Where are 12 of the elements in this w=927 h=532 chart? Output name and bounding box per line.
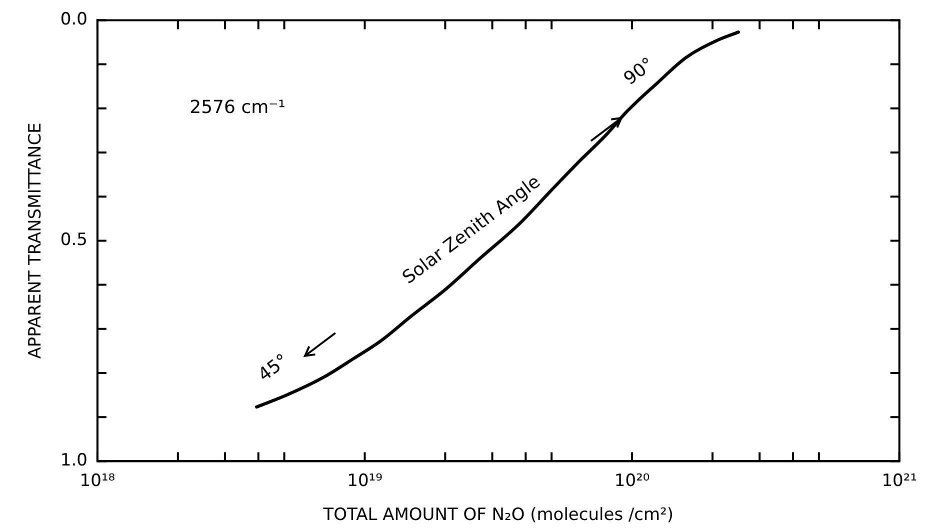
x-tick-label: 10¹⁹ — [347, 470, 383, 491]
y-tick-label: 0.0 — [60, 10, 88, 30]
annotation: 45° — [254, 350, 292, 386]
y-tick-label: 1.0 — [60, 450, 88, 471]
y-tick-label: 0.5 — [60, 230, 88, 250]
y-axis-title: APPARENT TRANSMITTANCE — [26, 122, 46, 359]
x-tick-label: 10¹⁸ — [80, 470, 116, 491]
x-tick-label: 10²⁰ — [614, 470, 650, 491]
annotation: 2576 cm⁻¹ — [190, 97, 286, 118]
x-tick-label: 10²¹ — [882, 470, 917, 491]
x-axis-title: TOTAL AMOUNT OF N₂O (molecules /cm²) — [322, 505, 674, 526]
annotation: 90° — [620, 54, 658, 90]
